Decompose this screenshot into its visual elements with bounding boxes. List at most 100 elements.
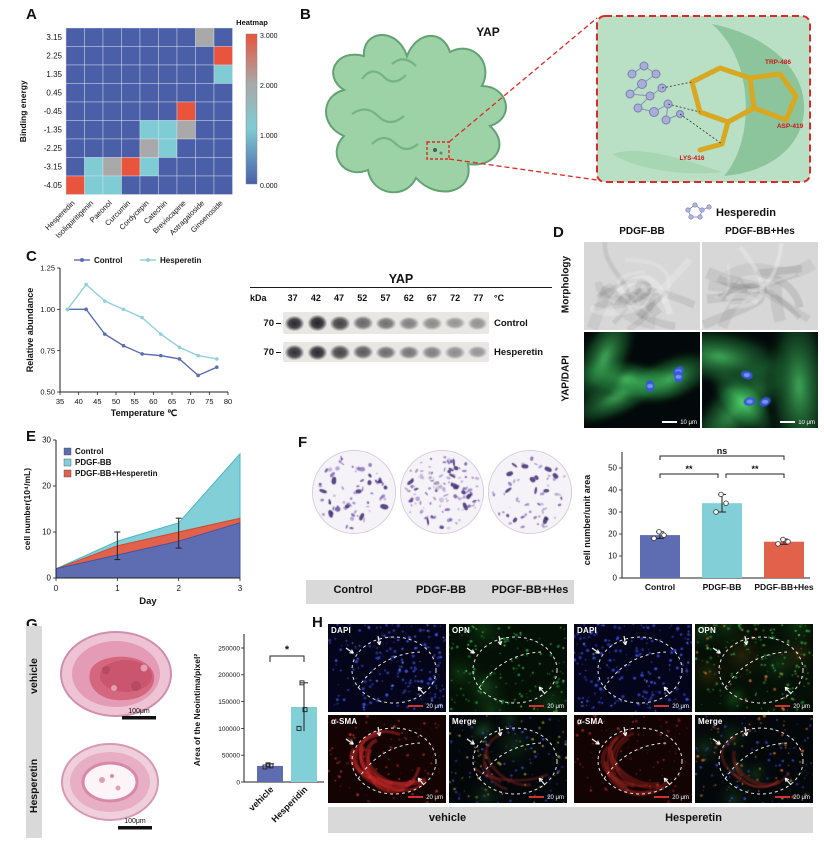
heatmap-cell bbox=[195, 64, 215, 84]
binding-energy-heatmap: 3.15 2.25 1.35 0.45 -0.45 -1.35 -2.25 -3.15 -4.0… bbox=[18, 18, 278, 240]
morphology-image-pdgfbb bbox=[584, 242, 700, 330]
data-point bbox=[84, 282, 88, 287]
blot-band bbox=[330, 315, 351, 331]
heatmap-cell bbox=[139, 175, 159, 195]
x-tick-label: 3 bbox=[238, 584, 243, 593]
heatmap-cell bbox=[139, 46, 159, 66]
scatter-point bbox=[780, 536, 786, 543]
blot-band-cell bbox=[352, 345, 375, 360]
panel-label-e: E bbox=[26, 428, 37, 445]
protein-name-label: YAP bbox=[476, 25, 500, 39]
heatmap-cell bbox=[213, 46, 233, 66]
heatmap-cell bbox=[102, 83, 122, 103]
heatmap-cell bbox=[195, 27, 215, 47]
heatmap-cell bbox=[102, 175, 122, 195]
panel-label-g: G bbox=[26, 616, 38, 633]
colorbar bbox=[245, 33, 258, 185]
heatmap-cell bbox=[176, 83, 196, 103]
fluorescence-image bbox=[584, 332, 700, 428]
panel-label-h: H bbox=[312, 614, 323, 631]
blot-temp-label: 57 bbox=[380, 293, 391, 304]
blot-temp-label: 47 bbox=[334, 293, 345, 304]
panel-label-d: D bbox=[553, 224, 564, 241]
heatmap-cell bbox=[176, 64, 196, 84]
area-series bbox=[55, 522, 241, 579]
blot-band-cell bbox=[443, 345, 466, 359]
colorbar-tick: 2.000 bbox=[260, 83, 278, 90]
scale-bar bbox=[654, 796, 669, 798]
blot-temp-label: 62 bbox=[403, 293, 414, 304]
proliferation-chart: 0 1 2 30102030ControlPDGF-BBPDGF-BB+Hespere… bbox=[22, 436, 243, 607]
heatmap-row-label: -2.25 bbox=[44, 144, 63, 153]
binding-site-box bbox=[426, 141, 450, 160]
y-tick-label: 150000 bbox=[218, 699, 240, 706]
data-point bbox=[103, 332, 107, 336]
heatmap-cell bbox=[176, 120, 196, 140]
yap-dapi-image-pdgfbb: 10 μm bbox=[584, 332, 700, 428]
blot-header-strip: 37 42 47 52 57 62 67 72 77 bbox=[281, 293, 490, 303]
heatmap-cell bbox=[65, 83, 85, 103]
blot-band-cell bbox=[397, 316, 420, 330]
blot-band-cell bbox=[420, 345, 443, 359]
panel-d-col-pdgfbb-hes: PDGF-BB+Hes bbox=[725, 226, 795, 237]
y-tick-label: 100000 bbox=[218, 726, 240, 733]
heatmap-cell bbox=[65, 27, 85, 47]
panel-f-label-pdgfbb-hes: PDGF-BB+Hes bbox=[491, 584, 569, 596]
protein-ribbon-detail bbox=[361, 70, 407, 83]
scale-bar bbox=[122, 716, 156, 720]
data-point bbox=[159, 353, 163, 358]
panel-d-col-pdgfbb: PDGF-BB bbox=[619, 226, 665, 237]
fluorescence-image bbox=[574, 715, 692, 803]
heatmap-cell bbox=[121, 157, 141, 177]
chart-shape bbox=[146, 258, 150, 262]
channel-label: DAPI bbox=[577, 626, 597, 635]
colorbar-title: Heatmap bbox=[236, 18, 268, 27]
heatmap-cell bbox=[139, 138, 159, 158]
fluorescence-image bbox=[449, 624, 567, 712]
hesperedin-molecule-icon bbox=[685, 202, 712, 220]
docking-panel: YAP bbox=[325, 15, 811, 220]
blot-title: YAP bbox=[388, 272, 414, 286]
significance-label: * bbox=[285, 644, 290, 656]
heatmap-cell bbox=[102, 46, 122, 66]
scale-bar-label: 20 μm bbox=[793, 795, 810, 801]
y-tick-label: 10 bbox=[608, 552, 617, 561]
blot-band bbox=[376, 345, 396, 360]
heatmap-cell bbox=[213, 101, 233, 121]
heatmap-cell bbox=[121, 175, 141, 195]
blot-band bbox=[353, 345, 373, 360]
x-tick-label: 2 bbox=[176, 584, 181, 593]
blot-band-cell bbox=[375, 316, 398, 331]
heatmap-cell bbox=[84, 64, 104, 84]
chart-shape bbox=[80, 258, 84, 262]
heatmap-cell bbox=[84, 101, 104, 121]
scale-bar-label: 20 μm bbox=[547, 795, 564, 801]
heatmap-cell bbox=[139, 120, 159, 140]
fluorescence-image bbox=[449, 715, 567, 803]
heatmap-row-label: 1.35 bbox=[46, 70, 62, 79]
heatmap-cell bbox=[102, 101, 122, 121]
data-point bbox=[121, 307, 126, 312]
if-tile-vehicle-asma: α-SMA 20 μm bbox=[328, 715, 446, 803]
migration-image-control bbox=[312, 450, 396, 534]
blot-marker-tick bbox=[276, 322, 281, 325]
y-tick-label: 30 bbox=[608, 508, 617, 517]
x-category-label: vehicle bbox=[247, 784, 276, 813]
x-tick-label: 40 bbox=[74, 397, 82, 406]
heatmap-cell bbox=[195, 46, 215, 66]
data-point bbox=[121, 343, 126, 348]
significance-bracket bbox=[269, 655, 305, 662]
migration-image-pdgfbb-hes bbox=[488, 450, 572, 534]
heatmap-cell bbox=[213, 175, 233, 195]
panel-g-row-hesperetin: Hesperetin bbox=[28, 758, 40, 814]
zoom-surface-shade bbox=[712, 24, 805, 176]
heatmap-cell bbox=[158, 46, 178, 66]
heatmap-cell bbox=[65, 64, 85, 84]
x-axis-label: Temperature ℃ bbox=[111, 408, 177, 418]
blot-band bbox=[399, 316, 419, 330]
panel-f-label-control: Control bbox=[333, 584, 373, 596]
heatmap-cell bbox=[84, 120, 104, 140]
heatmap-cell bbox=[65, 138, 85, 158]
panel-d-row-yap-dapi: YAP/DAPI bbox=[560, 355, 572, 402]
data-point bbox=[215, 357, 219, 361]
